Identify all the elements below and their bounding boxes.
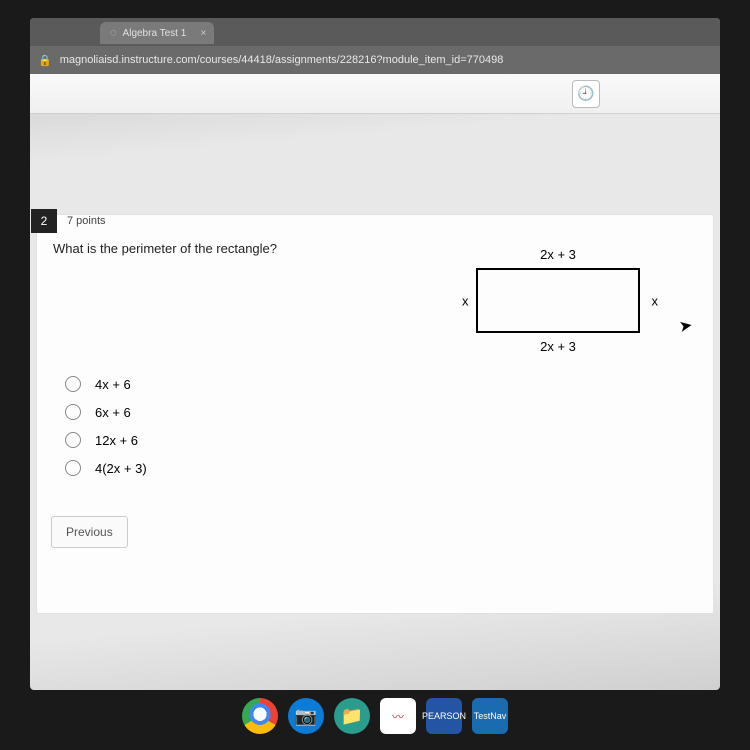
option-row[interactable]: 6x + 6 [65, 404, 713, 420]
rectangle-diagram: 2x + 3 x x 2x + 3 [458, 245, 658, 356]
pearson-icon[interactable]: PEARSON [426, 698, 462, 734]
cursor-icon: ➤ [677, 315, 694, 337]
url-text: magnoliaisd.instructure.com/courses/4441… [60, 54, 504, 66]
option-label: 12x + 6 [95, 433, 138, 448]
camera-icon[interactable]: 📷 [288, 698, 324, 734]
option-label: 4x + 6 [95, 377, 131, 392]
option-row[interactable]: 4(2x + 3) [65, 460, 713, 476]
pearson-label: PEARSON [422, 711, 466, 721]
question-number: 2 [31, 209, 57, 233]
radio-icon[interactable] [65, 460, 81, 476]
timer-button[interactable]: 🕘 [572, 80, 600, 108]
radio-icon[interactable] [65, 376, 81, 392]
radio-icon[interactable] [65, 404, 81, 420]
tab-favicon-icon: ◌ [110, 27, 117, 39]
clock-icon: 🕘 [577, 85, 594, 102]
files-icon[interactable]: 📁 [334, 698, 370, 734]
option-row[interactable]: 4x + 6 [65, 376, 713, 392]
taskbar: 📷 📁 〰 PEARSON TestNav [230, 694, 520, 738]
diagram-label-top: 2x + 3 [458, 247, 658, 262]
quiz-toolbar: 🕘 [30, 74, 720, 114]
address-bar[interactable]: 🔒 magnoliaisd.instructure.com/courses/44… [30, 46, 720, 74]
question-header: 2 7 points [31, 209, 707, 233]
option-label: 4(2x + 3) [95, 461, 147, 476]
lock-icon: 🔒 [38, 54, 52, 67]
option-label: 6x + 6 [95, 405, 131, 420]
content-area: 2 7 points What is the perimeter of the … [30, 114, 720, 620]
tab-title: Algebra Test 1 [123, 28, 187, 39]
testnav-label: TestNav [474, 711, 507, 721]
chrome-icon[interactable] [242, 698, 278, 734]
testnav-icon[interactable]: TestNav [472, 698, 508, 734]
radio-icon[interactable] [65, 432, 81, 448]
close-tab-icon[interactable]: × [200, 28, 206, 39]
diagram-label-left: x [462, 293, 469, 308]
rectangle-shape [476, 268, 640, 333]
diagram-label-right: x [652, 293, 659, 308]
answer-options: 4x + 6 6x + 6 12x + 6 4(2x + 3) [65, 376, 713, 476]
browser-tab[interactable]: ◌ Algebra Test 1 × [100, 22, 214, 44]
question-points: 7 points [67, 215, 106, 227]
browser-chrome: ◌ Algebra Test 1 × 🔒 magnoliaisd.instruc… [30, 18, 720, 74]
option-row[interactable]: 12x + 6 [65, 432, 713, 448]
app-icon[interactable]: 〰 [380, 698, 416, 734]
previous-button[interactable]: Previous [51, 516, 128, 548]
screen: ◌ Algebra Test 1 × 🔒 magnoliaisd.instruc… [30, 18, 720, 690]
question-card: 2 7 points What is the perimeter of the … [36, 214, 714, 614]
diagram-label-bottom: 2x + 3 [458, 339, 658, 354]
